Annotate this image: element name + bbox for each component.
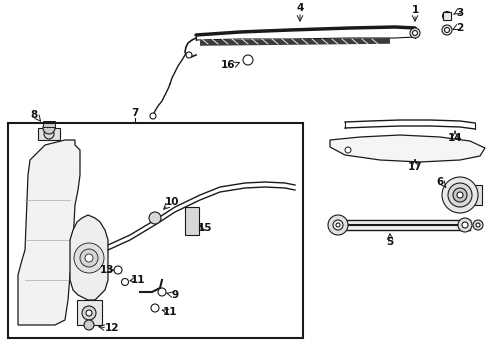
Circle shape: [158, 288, 166, 296]
Circle shape: [458, 218, 472, 232]
Circle shape: [473, 220, 483, 230]
Circle shape: [442, 25, 452, 35]
Text: 3: 3: [456, 8, 464, 18]
Circle shape: [243, 55, 253, 65]
Circle shape: [444, 27, 449, 32]
Circle shape: [151, 304, 159, 312]
Circle shape: [462, 222, 468, 228]
Circle shape: [476, 223, 480, 227]
Circle shape: [82, 306, 96, 320]
Text: 10: 10: [165, 197, 179, 207]
Circle shape: [149, 212, 161, 224]
Text: 8: 8: [30, 110, 38, 120]
Text: 1: 1: [412, 5, 418, 15]
Text: 7: 7: [131, 108, 139, 118]
Text: 12: 12: [105, 323, 119, 333]
Text: 16: 16: [221, 60, 235, 70]
Circle shape: [328, 215, 348, 235]
Circle shape: [442, 177, 478, 213]
Bar: [77, 300, 102, 325]
Text: 11: 11: [131, 275, 145, 285]
Circle shape: [410, 28, 420, 38]
Circle shape: [453, 188, 467, 202]
Circle shape: [413, 31, 417, 36]
Bar: [8, 123, 303, 338]
Text: 15: 15: [198, 223, 212, 233]
Polygon shape: [18, 140, 80, 325]
Text: 6: 6: [437, 177, 443, 187]
Text: 13: 13: [100, 265, 114, 275]
Bar: [185, 207, 199, 235]
Circle shape: [150, 113, 156, 119]
Text: 5: 5: [387, 237, 393, 247]
Circle shape: [85, 254, 93, 262]
Circle shape: [84, 320, 94, 330]
Text: 14: 14: [448, 133, 462, 143]
Bar: [443, 12, 451, 20]
Circle shape: [43, 122, 55, 134]
Circle shape: [448, 183, 472, 207]
Text: 2: 2: [456, 23, 464, 33]
Circle shape: [86, 310, 92, 316]
Circle shape: [336, 223, 340, 227]
Circle shape: [345, 147, 351, 153]
Circle shape: [442, 12, 451, 21]
Circle shape: [114, 266, 122, 274]
Text: 11: 11: [163, 307, 177, 317]
Bar: [462, 185, 482, 205]
Circle shape: [445, 14, 449, 18]
Circle shape: [80, 249, 98, 267]
Circle shape: [44, 129, 54, 139]
Bar: [38, 128, 60, 140]
Text: 9: 9: [172, 290, 178, 300]
Circle shape: [122, 279, 128, 285]
Bar: [43, 121, 55, 127]
Text: 4: 4: [296, 3, 304, 13]
Circle shape: [74, 243, 104, 273]
Polygon shape: [70, 215, 108, 300]
Circle shape: [186, 52, 192, 58]
Circle shape: [457, 192, 463, 198]
Polygon shape: [330, 135, 485, 162]
Circle shape: [333, 220, 343, 230]
Text: 17: 17: [408, 162, 422, 172]
